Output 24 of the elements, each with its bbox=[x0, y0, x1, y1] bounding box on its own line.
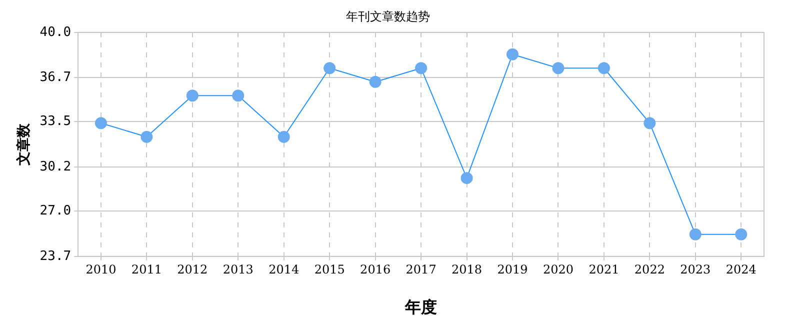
chart-title: 年刊文章数趋势 bbox=[346, 9, 430, 24]
x-tick-label: 2014 bbox=[268, 262, 300, 277]
x-tick-label: 2017 bbox=[406, 262, 436, 277]
x-tick-label: 2010 bbox=[86, 262, 116, 277]
x-tick-label: 2020 bbox=[542, 262, 574, 277]
x-tick-label: 2016 bbox=[360, 262, 391, 277]
x-tick-label: 2018 bbox=[452, 262, 482, 277]
y-tick-label: 33.5 bbox=[40, 114, 72, 130]
y-tick-label: 27.0 bbox=[40, 203, 72, 218]
x-tick-label: 2015 bbox=[314, 262, 345, 277]
x-tick-label: 2024 bbox=[726, 262, 757, 277]
x-tick-label: 2022 bbox=[634, 262, 665, 277]
y-axis-title: 文章数 bbox=[15, 122, 32, 166]
y-tick-label: 23.7 bbox=[40, 248, 72, 264]
y-tick-label: 36.7 bbox=[40, 70, 72, 86]
y-tick-label: 30.2 bbox=[40, 159, 72, 174]
x-axis-title: 年度 bbox=[404, 298, 438, 317]
x-tick-label: 2019 bbox=[497, 262, 528, 277]
x-tick-label: 2012 bbox=[177, 262, 208, 277]
x-tick-label: 2013 bbox=[222, 262, 254, 277]
x-tick-label: 2021 bbox=[588, 262, 620, 277]
y-tick-label: 40.0 bbox=[40, 24, 72, 40]
x-tick-label: 2023 bbox=[680, 262, 711, 277]
x-tick-label: 2011 bbox=[131, 262, 162, 277]
